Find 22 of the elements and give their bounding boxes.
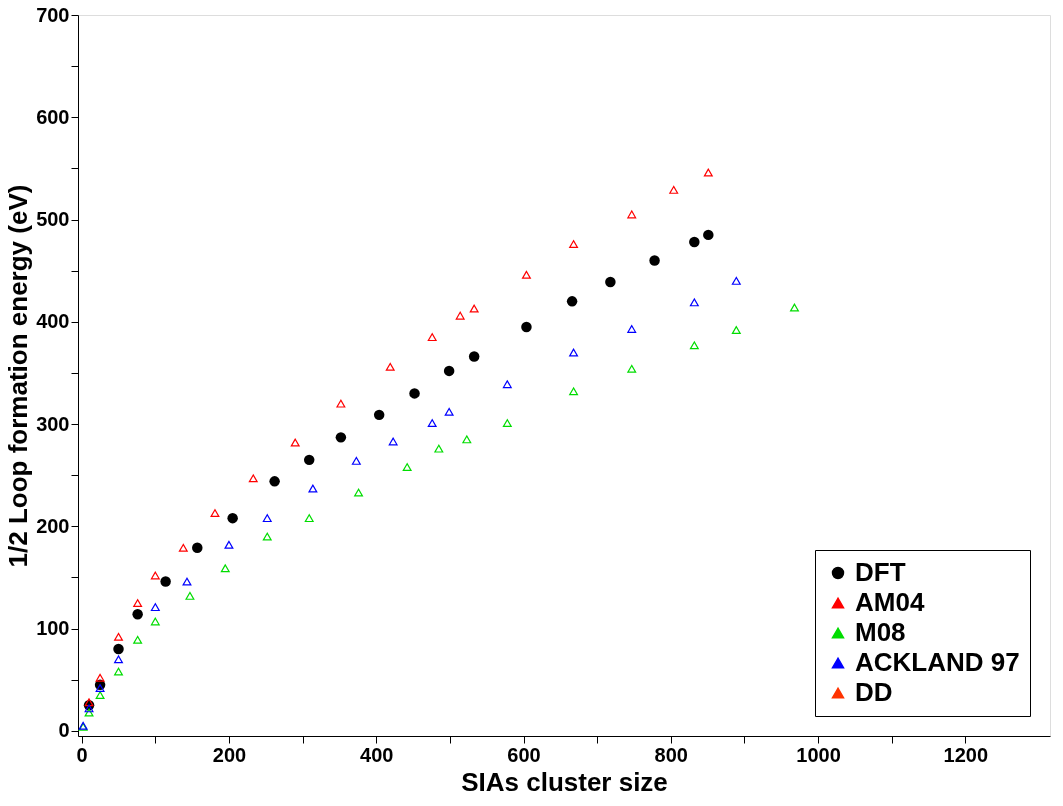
legend-label: AM04: [855, 587, 925, 617]
y-tick-label: 600: [36, 105, 70, 128]
y-axis-title: 1/2 Loop formation energy (eV): [3, 184, 34, 568]
legend-label: ACKLAND 97: [855, 647, 1020, 677]
x-tick-label: 1000: [796, 743, 841, 766]
x-tick-label: 600: [507, 743, 541, 766]
legend-label: DD: [855, 677, 893, 707]
y-tick-label: 500: [36, 208, 70, 231]
y-tick-label: 400: [36, 310, 70, 333]
x-tick-label: 800: [654, 743, 688, 766]
x-axis-title: SIAs cluster size: [461, 766, 668, 797]
y-tick-label: 200: [36, 514, 70, 537]
y-tick-label: 700: [36, 3, 70, 26]
y-tick-label: 0: [58, 719, 70, 742]
x-tick-label: 200: [212, 743, 247, 766]
legend-label: M08: [855, 617, 906, 647]
y-tick-label: 300: [36, 412, 70, 435]
legend-label: DFT: [855, 557, 906, 587]
x-tick-label: 400: [360, 743, 394, 766]
x-tick-label: 1200: [943, 743, 989, 766]
x-tick-label: 0: [76, 743, 88, 766]
y-tick-label: 100: [36, 617, 70, 640]
